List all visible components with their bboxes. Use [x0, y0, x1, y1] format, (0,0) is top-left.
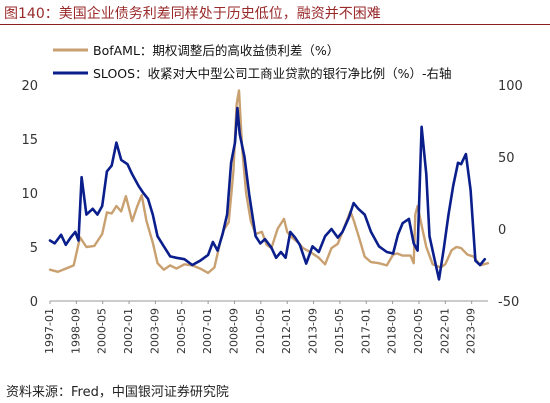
y-right-tick-label: 100 — [498, 79, 523, 94]
legend-label-bofaml: BofAML：期权调整后的高收益债利差（%） — [93, 43, 339, 58]
x-tick-label: 2002-01 — [122, 308, 135, 354]
x-tick-label: 2008-09 — [227, 308, 240, 354]
x-tick-label: 2012-01 — [280, 308, 293, 354]
x-tick-label: 2007-01 — [201, 308, 214, 354]
y-left-tick-label: 0 — [30, 295, 38, 310]
y-right-tick-label: 50 — [498, 151, 515, 166]
x-tick-label: 2018-09 — [386, 308, 399, 354]
x-tick-label: 2010-05 — [254, 308, 267, 354]
x-tick-label: 2013-09 — [307, 308, 320, 354]
x-tick-label: 2022-01 — [438, 308, 451, 354]
y-left-tick-label: 5 — [30, 241, 38, 256]
x-tick-label: 2015-05 — [333, 308, 346, 354]
x-tick-label: 1998-09 — [69, 308, 82, 354]
x-tick-label: 2020-05 — [412, 308, 425, 354]
x-tick-label: 1997-01 — [43, 308, 56, 354]
series-lines — [48, 89, 490, 281]
y-right-tick-label: 0 — [498, 223, 506, 238]
legend-label-sloos: SLOOS：收紧对大中型公司工商业贷款的银行净比例（%）-右轴 — [93, 66, 451, 81]
y-right-tick-label: -50 — [498, 295, 519, 310]
x-tick-label: 2005-05 — [175, 308, 188, 354]
series-line-sloos — [48, 106, 487, 281]
y-left-tick-label: 15 — [21, 133, 38, 148]
x-tick-label: 2003-09 — [148, 308, 161, 354]
x-tick-label: 2000-05 — [96, 308, 109, 354]
x-tick-label: 2023-09 — [465, 308, 478, 354]
y-left-tick-label: 10 — [21, 187, 38, 202]
title-divider — [0, 24, 550, 25]
figure-title: 图140：美国企业债务利差同样处于历史低位，融资并不困难 — [4, 6, 381, 22]
source-note: 资料来源：Fred，中国银河证券研究院 — [6, 385, 229, 400]
tick-labels: 0 5 10 15 20 -50 0 50 100 1997-01 1998-09 2000-05 20… — [21, 79, 522, 354]
y-left-tick-label: 20 — [21, 79, 38, 94]
legend: BofAML：期权调整后的高收益债利差（%） SLOOS：收紧对大中型公司工商业… — [53, 43, 451, 81]
x-tick-label: 2017-01 — [359, 308, 372, 354]
